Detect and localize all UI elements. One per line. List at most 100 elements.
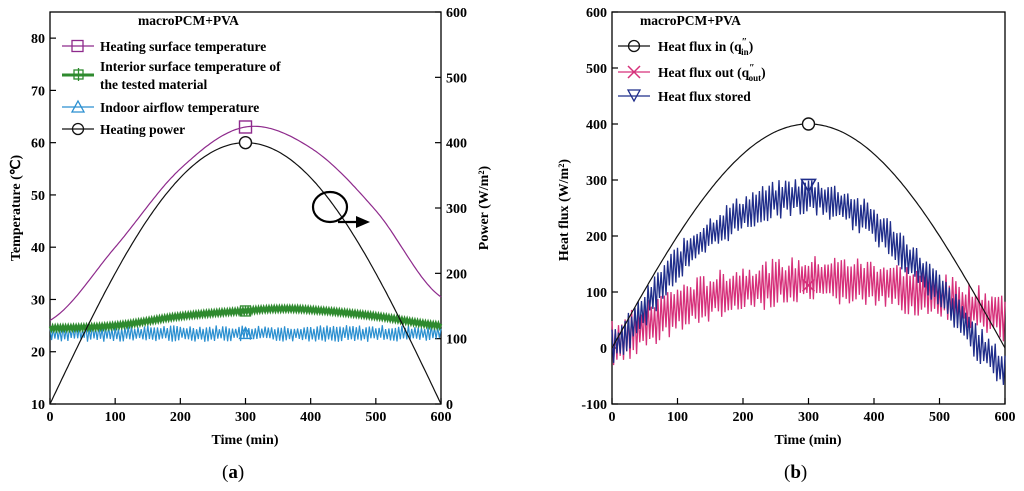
legend-entry-indoor-airflow: Indoor airflow temperature xyxy=(62,99,259,115)
series-line-heating-power xyxy=(49,142,442,405)
legend-sup: ″ xyxy=(742,37,748,48)
y-right-tick-label: 300 xyxy=(446,202,467,217)
legend-sub: out xyxy=(749,73,762,83)
y-tick-label: 50 xyxy=(31,189,45,204)
square-marker-icon xyxy=(71,39,84,53)
y-axis-label-right-a: Power (W/m²) xyxy=(477,165,492,250)
legend-label-line2: the tested material xyxy=(100,77,207,92)
x-axis-label-b: Time (min) xyxy=(774,433,841,448)
y-tick-label: 100 xyxy=(586,286,607,301)
x-tick-label: 200 xyxy=(170,410,191,425)
y-tick-label: 300 xyxy=(586,174,607,189)
triangle-down-marker-icon xyxy=(626,89,642,103)
legend-title-b: macroPCM+PVA xyxy=(640,13,741,28)
data-marker-circle xyxy=(801,117,816,131)
y-right-tick-label: 400 xyxy=(446,137,467,152)
legend-entry-heat-flux-in: Heat flux in (q″ in) xyxy=(618,37,753,57)
y-tick-label: 40 xyxy=(31,241,45,256)
legend-tail: ) xyxy=(749,39,754,54)
legend-sup: ″ xyxy=(749,63,755,74)
y-right-tick-label: 0 xyxy=(446,398,453,413)
y-tick-label: 600 xyxy=(586,6,607,21)
legend-label-line1: Interior surface temperature of xyxy=(100,59,281,74)
x-tick-label: 300 xyxy=(798,410,819,425)
annotation-arrow xyxy=(311,190,370,228)
y-tick-label: 30 xyxy=(31,293,45,308)
panel-a: 0 100 200 300 400 500 600 10 20 30 40 50 60 70 80 0 100 2… xyxy=(9,6,492,483)
x-tick-label: 600 xyxy=(995,410,1016,425)
y-tick-label: 70 xyxy=(31,84,45,99)
caption-b: (b) xyxy=(784,462,807,483)
x-axis-label-a: Time (min) xyxy=(211,433,278,448)
legend-entry-heat-flux-out: Heat flux out (q″ out) xyxy=(618,63,766,83)
x-tick-label: 0 xyxy=(47,410,54,425)
y-right-tick-label: 600 xyxy=(446,6,467,21)
markers-b xyxy=(800,117,817,292)
circle-marker-icon xyxy=(71,122,85,136)
x-tick-label: 100 xyxy=(105,410,126,425)
y-tick-label: 500 xyxy=(586,62,607,77)
panel-b: 0 100 200 300 400 500 600-10001002003004005006… xyxy=(557,6,1016,483)
triangle-marker-icon xyxy=(70,99,86,113)
legend-label: Indoor airflow temperature xyxy=(100,100,259,115)
series-b xyxy=(611,123,1006,385)
legend-label: Heat flux out (q″ out) xyxy=(658,63,766,83)
data-marker-triangle xyxy=(238,326,253,340)
x-tick-label: 500 xyxy=(365,410,386,425)
x-tick-label: 200 xyxy=(733,410,754,425)
y-tick-label: 0 xyxy=(600,342,607,357)
y-tick-label: 20 xyxy=(31,346,45,361)
legend-label: Heating power xyxy=(100,122,185,137)
caption-a: (a) xyxy=(222,462,244,483)
annotation-arrow-head xyxy=(356,216,370,228)
legend-label: Heat flux stored xyxy=(658,89,751,104)
series-line-interior-surface-temperature-of-the-tested-material xyxy=(48,303,443,334)
series-line-heat-flux-out-q-out- xyxy=(611,256,1006,366)
x-tick-label: 400 xyxy=(300,410,321,425)
y-tick-label: -100 xyxy=(581,398,607,413)
legend-main: Heat flux out (q xyxy=(658,65,750,80)
y-axis-label-left-a: Temperature (℃) xyxy=(9,155,24,262)
ticks-b: 0 100 200 300 400 500 600-10001002003004005006… xyxy=(581,6,1015,425)
series-line-heating-surface-temperature xyxy=(49,125,442,321)
legend-entry-heat-flux-stored: Heat flux stored xyxy=(618,89,751,104)
annotation-ellipse xyxy=(311,190,349,224)
circle-marker-icon xyxy=(627,39,641,53)
legend-main: Heat flux in (q xyxy=(658,39,742,54)
markers-a xyxy=(238,120,253,340)
x-tick-label: 100 xyxy=(667,410,688,425)
data-marker-triangle-down xyxy=(800,178,817,194)
ticks-a: 0 100 200 300 400 500 600 10 20 30 40 50 60 70 80 0 100 2… xyxy=(31,6,467,425)
x-marker-icon xyxy=(627,65,641,79)
legend-label: Heating surface temperature xyxy=(100,39,266,54)
series-line-heat-flux-in-q-in- xyxy=(611,123,1006,349)
series-line-heat-flux-stored xyxy=(611,178,1006,385)
y-right-tick-label: 200 xyxy=(446,267,467,282)
y-tick-label: 80 xyxy=(31,32,45,47)
caption-letter-b: b xyxy=(790,462,801,483)
y-right-tick-label: 500 xyxy=(446,71,467,86)
series-a xyxy=(48,125,443,405)
caption-letter-a: a xyxy=(228,462,238,483)
legend-a: macroPCM+PVA Heating surface temperature… xyxy=(62,13,281,137)
y-tick-label: 200 xyxy=(586,230,607,245)
data-marker-circle xyxy=(238,135,253,150)
legend-sub: in xyxy=(741,47,749,57)
y-tick-label: 10 xyxy=(31,398,45,413)
y-axis-label-b: Heat flux (W/m²) xyxy=(557,159,572,262)
x-tick-label: 500 xyxy=(929,410,950,425)
legend-tail: ) xyxy=(761,65,766,80)
x-tick-label: 0 xyxy=(609,410,616,425)
data-marker-square-cross xyxy=(239,305,252,317)
y-tick-label: 60 xyxy=(31,137,45,152)
legend-label: Heat flux in (q″ in) xyxy=(658,37,753,57)
x-tick-label: 300 xyxy=(235,410,256,425)
y-tick-label: 400 xyxy=(586,118,607,133)
x-tick-label: 600 xyxy=(431,410,452,425)
y-right-tick-label: 100 xyxy=(446,333,467,348)
x-tick-label: 400 xyxy=(864,410,885,425)
data-marker-square xyxy=(238,120,253,134)
data-marker-x xyxy=(801,278,816,292)
legend-entry-interior-surface: Interior surface temperature of the test… xyxy=(62,59,281,92)
legend-entry-heating-surface: Heating surface temperature xyxy=(62,39,266,54)
